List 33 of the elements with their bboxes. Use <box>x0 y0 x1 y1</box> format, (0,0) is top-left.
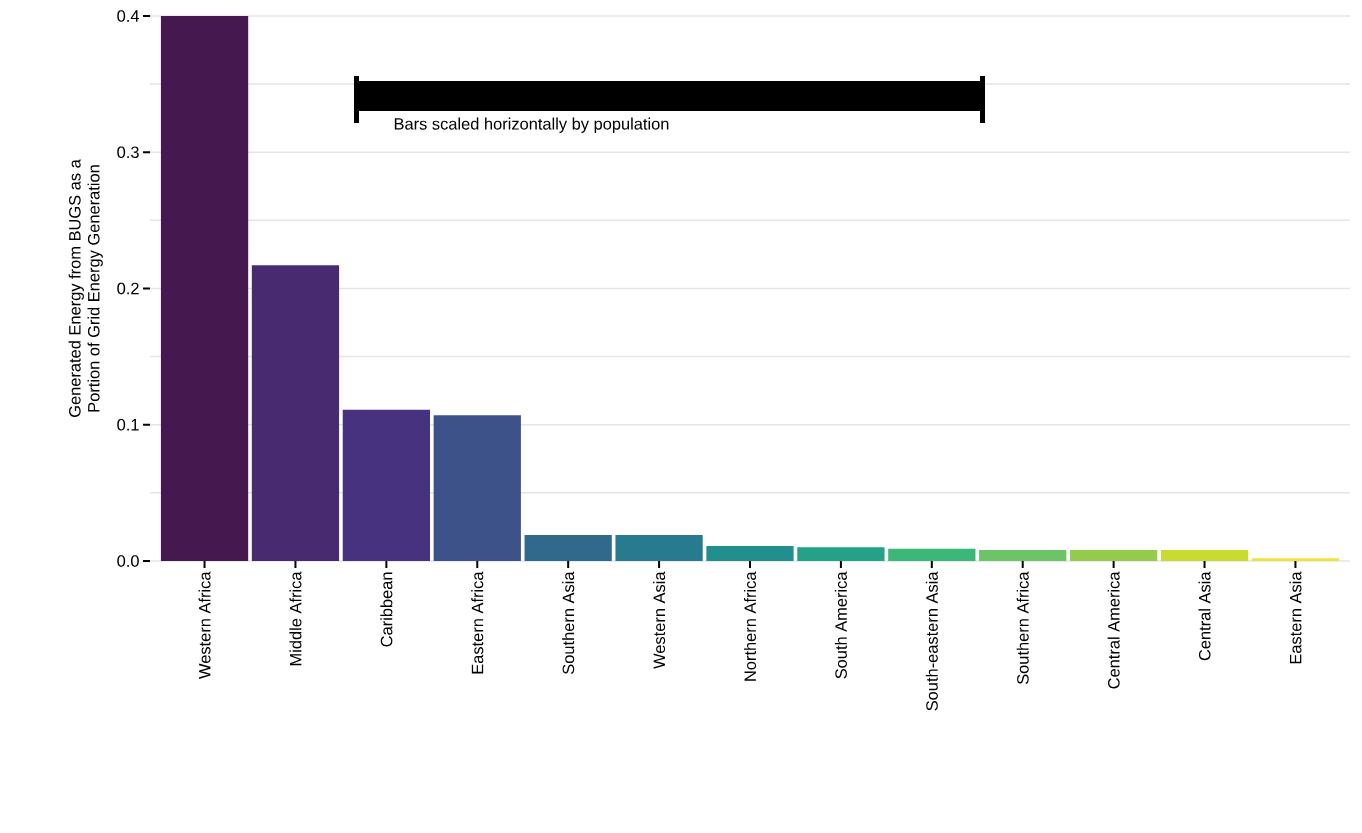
annotation: Bars scaled horizontally by population <box>394 117 669 133</box>
bar <box>979 550 1067 561</box>
x-tick-label: Southern Africa <box>1016 571 1029 685</box>
bar <box>615 535 703 561</box>
x-tick-label: Eastern Asia <box>1289 571 1302 664</box>
x-tick-label: Western Africa <box>198 571 211 679</box>
y-tick-label: 0.4 <box>117 10 140 22</box>
x-tick-label: Central Asia <box>1198 571 1211 661</box>
x-tick-label: Western Asia <box>653 571 666 669</box>
x-tick-label: Central America <box>1107 571 1120 689</box>
bar <box>888 548 976 561</box>
bar <box>706 546 794 561</box>
y-axis-title: Generated Energy from BUGS as a Portion of Grid Energy Generation <box>68 159 103 417</box>
bar <box>1251 558 1340 561</box>
bar <box>797 547 885 561</box>
bar <box>251 265 340 561</box>
bar <box>433 415 521 561</box>
x-tick-label: Southern Asia <box>562 571 575 675</box>
y-tick-label: 0.3 <box>117 146 139 159</box>
bar <box>342 409 430 561</box>
x-tick-label: South America <box>834 571 847 679</box>
y-tick-label: 0.0 <box>117 555 139 567</box>
bar <box>1069 550 1158 561</box>
x-tick-label: South-eastern Asia <box>925 571 938 711</box>
x-tick-label: Caribbean <box>380 572 393 647</box>
bar <box>524 535 612 561</box>
x-tick-label: Middle Africa <box>289 571 302 666</box>
x-tick-label: Eastern Africa <box>471 571 484 674</box>
y-tick-label: 0.1 <box>117 418 139 431</box>
x-tick-label: Northern Africa <box>743 571 757 681</box>
y-tick-label: 0.2 <box>117 282 139 295</box>
bar <box>1160 550 1249 561</box>
bar <box>160 16 249 561</box>
